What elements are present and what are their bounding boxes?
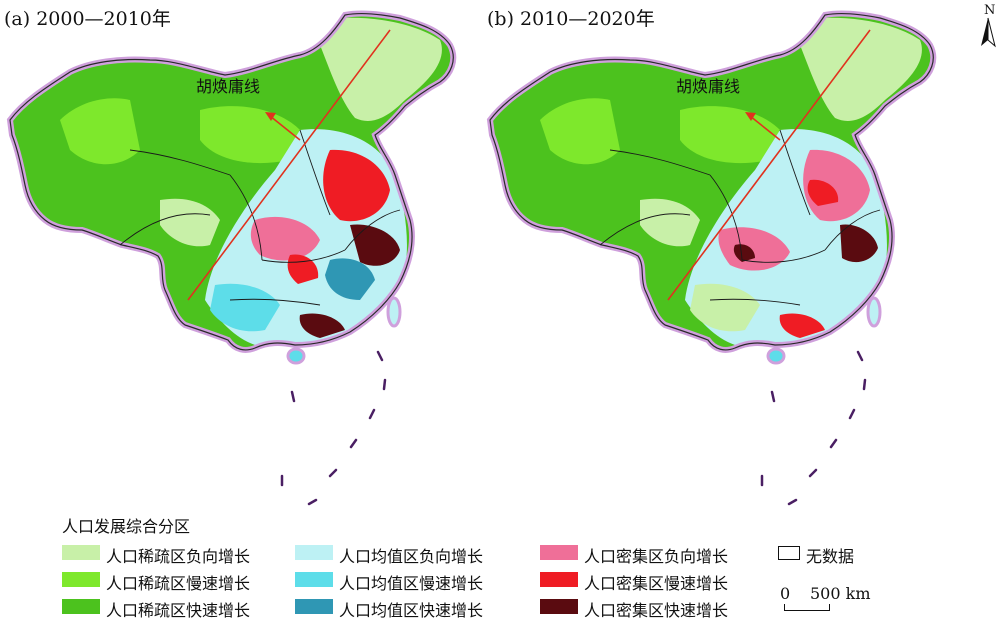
- legend-swatch: [540, 599, 578, 614]
- legend-label: 人口密集区负向增长: [584, 547, 729, 566]
- legend-title: 人口发展综合分区: [62, 517, 191, 536]
- legend-label: 人口密集区慢速增长: [584, 574, 729, 593]
- hu-line-label-a: 胡焕庸线: [196, 77, 260, 96]
- panel-b-title: (b) 2010—2020年: [487, 8, 655, 30]
- legend-swatch: [295, 545, 333, 560]
- legend-swatch: [62, 572, 100, 587]
- scale-bar-line: [784, 604, 830, 611]
- legend-swatch: [295, 572, 333, 587]
- legend-swatch: [62, 545, 100, 560]
- scale-bar: 0 500 km: [776, 584, 876, 616]
- legend-label: 人口均值区快速增长: [339, 601, 484, 620]
- legend-label: 人口稀疏区快速增长: [106, 601, 251, 620]
- legend-label: 人口密集区快速增长: [584, 601, 729, 620]
- hu-line-label-b: 胡焕庸线: [676, 77, 740, 96]
- legend-swatch: [540, 545, 578, 560]
- north-arrow-icon: N: [981, 3, 996, 48]
- legend-label: 人口均值区负向增长: [339, 547, 484, 566]
- north-label: N: [984, 3, 995, 18]
- scale-bar-start: 0: [780, 584, 791, 603]
- panel-a-map: 胡焕庸线: [0, 0, 480, 506]
- legend-label: 人口均值区慢速增长: [339, 574, 484, 593]
- legend-swatch: [295, 599, 333, 614]
- legend-swatch: [778, 546, 800, 560]
- legend-label: 人口稀疏区负向增长: [106, 547, 251, 566]
- panel-a-title: (a) 2000—2010年: [4, 8, 171, 30]
- legend-swatch: [62, 599, 100, 614]
- legend-swatch: [540, 572, 578, 587]
- legend-label: 无数据: [806, 547, 855, 566]
- legend-label: 人口稀疏区慢速增长: [106, 574, 251, 593]
- scale-bar-end: 500 km: [810, 584, 871, 603]
- panel-b-map: 胡焕庸线: [480, 0, 960, 506]
